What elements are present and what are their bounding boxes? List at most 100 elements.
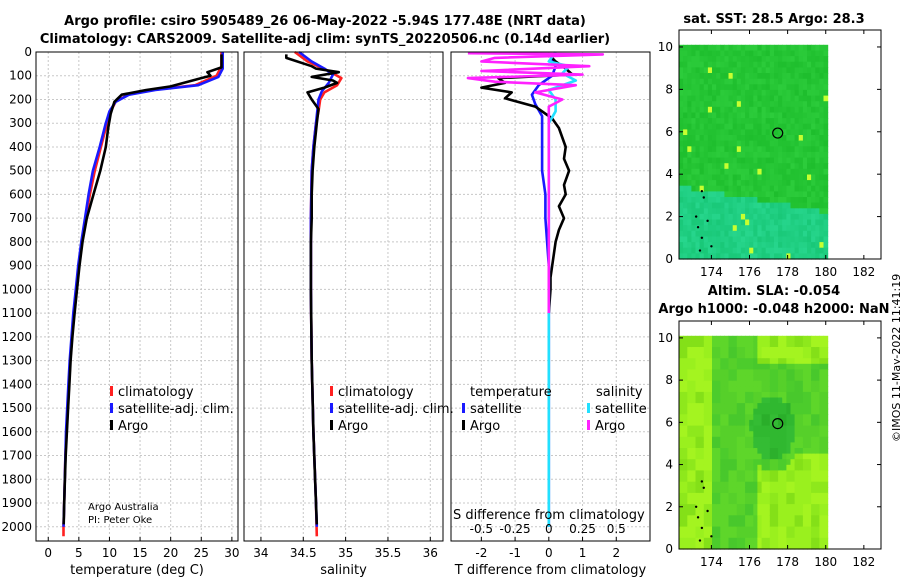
field-cell	[823, 363, 829, 370]
field-cell	[790, 358, 796, 365]
field-cell	[740, 129, 746, 136]
temperature-profile-panel	[35, 51, 239, 542]
field-cell	[757, 431, 763, 438]
field-cell	[819, 391, 825, 399]
field-cell	[790, 515, 796, 522]
field-cell	[707, 95, 713, 102]
field-cell	[823, 61, 829, 68]
field-cell	[790, 520, 796, 528]
field-cell	[798, 453, 804, 460]
field-cell	[703, 504, 709, 511]
field-cell	[740, 380, 746, 387]
field-cell	[724, 185, 730, 192]
field-cell	[736, 202, 742, 209]
field-cell	[683, 185, 688, 192]
field-cell	[790, 101, 796, 108]
field-cell	[720, 197, 725, 204]
field-cell	[691, 67, 697, 74]
field-cell	[707, 397, 713, 404]
field-cell	[720, 386, 725, 393]
field-cell	[815, 464, 820, 471]
field-cell	[782, 347, 787, 354]
field-cell	[794, 391, 800, 399]
field-cell	[728, 236, 734, 243]
field-cell	[687, 487, 692, 494]
field-cell	[736, 146, 742, 153]
field-cell	[745, 476, 750, 483]
field-cell	[819, 230, 825, 237]
field-cell	[782, 163, 787, 170]
field-cell	[749, 515, 754, 522]
field-cell	[811, 509, 816, 516]
field-cell	[720, 230, 725, 237]
field-cell	[687, 520, 692, 528]
field-cell	[716, 425, 721, 432]
field-cell	[778, 414, 783, 421]
field-cell	[749, 380, 754, 387]
field-cell	[699, 73, 705, 80]
field-cell	[757, 498, 763, 505]
field-cell	[786, 146, 792, 153]
field-cell	[782, 498, 787, 505]
field-cell	[749, 369, 754, 376]
field-cell	[819, 129, 825, 136]
field-cell	[683, 509, 688, 516]
field-cell	[765, 61, 771, 68]
field-cell	[687, 112, 692, 119]
field-cell	[811, 129, 816, 136]
field-cell	[761, 73, 767, 80]
field-cell	[749, 84, 754, 91]
field-cell	[757, 44, 763, 51]
field-cell	[687, 50, 692, 57]
field-cell	[819, 509, 825, 516]
field-cell	[687, 225, 692, 232]
field-cell	[765, 464, 771, 471]
island-marker	[698, 539, 702, 542]
field-cell	[761, 168, 767, 175]
field-cell	[802, 56, 808, 63]
field-cell	[695, 101, 701, 108]
field-cell	[745, 419, 750, 427]
field-cell	[757, 225, 763, 232]
field-cell	[790, 168, 796, 175]
field-cell	[745, 425, 750, 432]
top-x-tick-label: 0	[545, 522, 553, 536]
field-cell	[736, 129, 742, 136]
field-cell	[778, 453, 783, 460]
field-cell	[802, 436, 808, 443]
field-cell	[699, 363, 705, 370]
field-cell	[761, 44, 767, 51]
field-cell	[794, 202, 800, 209]
field-cell	[811, 543, 816, 550]
field-cell	[753, 537, 758, 544]
field-cell	[683, 123, 688, 130]
field-cell	[774, 247, 779, 254]
field-cell	[778, 225, 783, 232]
field-cell	[724, 191, 730, 198]
field-cell	[699, 369, 705, 376]
field-cell	[753, 352, 758, 359]
field-cell	[786, 89, 792, 97]
field-cell	[794, 369, 800, 376]
field-cell	[778, 391, 783, 399]
field-cell	[786, 61, 792, 68]
field-cell	[683, 537, 688, 544]
field-cell	[769, 146, 775, 153]
map-frame-sla-map	[678, 320, 882, 550]
field-cell	[782, 487, 787, 494]
field-cell	[707, 89, 713, 97]
field-cell	[774, 50, 779, 57]
field-cell	[811, 453, 816, 460]
field-cell	[745, 335, 750, 342]
field-cell	[807, 414, 812, 421]
field-cell	[732, 185, 738, 192]
field-cell	[728, 436, 734, 443]
field-cell	[687, 408, 692, 415]
field-cell	[778, 247, 783, 254]
salinity-profile-panel	[243, 50, 444, 542]
field-cell	[819, 50, 825, 57]
field-cell	[819, 498, 825, 505]
field-cell	[691, 459, 697, 466]
field-cell	[761, 352, 767, 359]
field-cell	[774, 123, 779, 130]
